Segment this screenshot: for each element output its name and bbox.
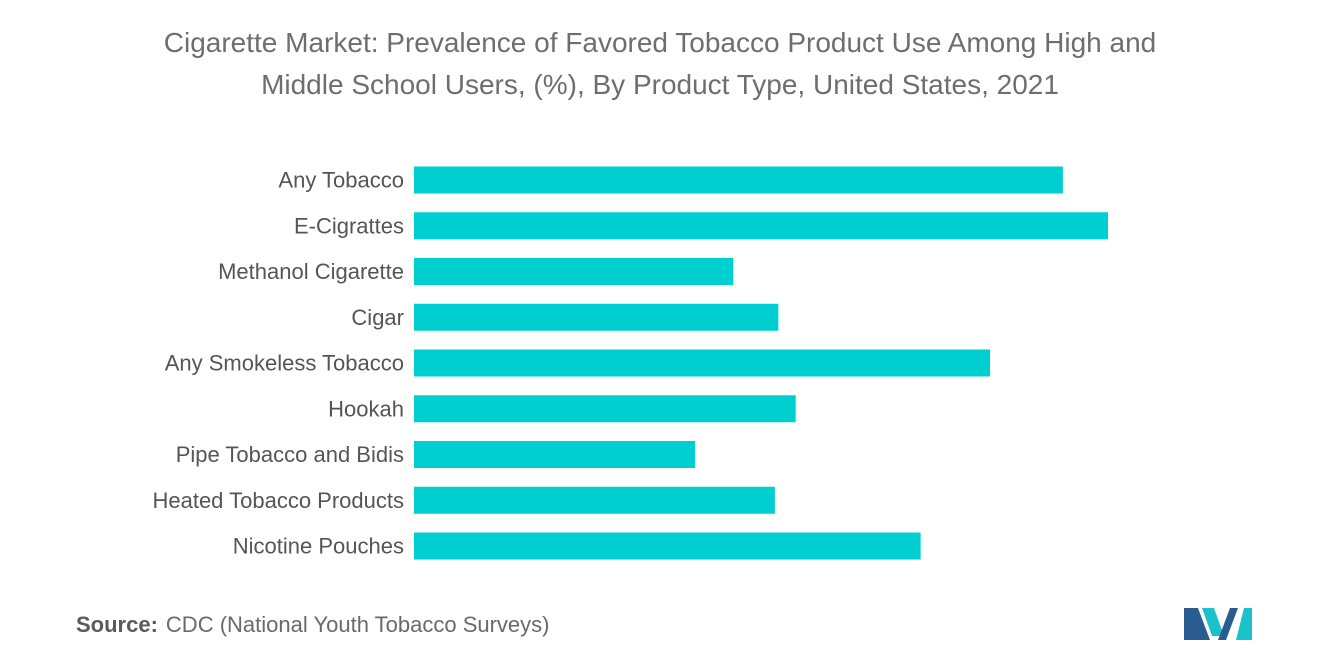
bar bbox=[414, 258, 734, 285]
bar bbox=[414, 441, 696, 468]
bar bbox=[414, 532, 921, 560]
category-label: E-Cigrattes bbox=[294, 213, 404, 238]
chart-title-line-2: Middle School Users, (%), By Product Typ… bbox=[261, 69, 1059, 100]
bar bbox=[414, 303, 779, 331]
logo-shape-right bbox=[1236, 608, 1252, 640]
category-label: Hookah bbox=[328, 396, 404, 421]
chart-title: Cigarette Market: Prevalence of Favored … bbox=[60, 22, 1260, 106]
source-label: Source: bbox=[76, 612, 158, 637]
bar bbox=[414, 486, 775, 514]
category-label: Any Smokeless Tobacco bbox=[165, 351, 404, 376]
mordor-logo-icon bbox=[1184, 608, 1252, 640]
category-label: Pipe Tobacco and Bidis bbox=[176, 442, 404, 467]
category-label: Methanol Cigarette bbox=[218, 259, 404, 284]
logo-shape-left bbox=[1184, 608, 1210, 640]
logo-shape-mid-2 bbox=[1218, 608, 1238, 640]
category-labels: Any Tobacco E-Cigrattes Methanol Cigarette… bbox=[152, 168, 404, 559]
category-label: Cigar bbox=[351, 305, 404, 330]
category-label: Any Tobacco bbox=[278, 168, 404, 193]
bar bbox=[414, 349, 991, 377]
logo-shape-mid-1 bbox=[1202, 608, 1224, 636]
bars bbox=[414, 166, 1108, 560]
source-note: Source: CDC (National Youth Tobacco Surve… bbox=[76, 612, 550, 638]
source-text: CDC (National Youth Tobacco Surveys) bbox=[165, 612, 550, 637]
chart-title-line-1: Cigarette Market: Prevalence of Favored … bbox=[163, 27, 1157, 58]
category-label: Nicotine Pouches bbox=[233, 534, 404, 559]
bar bbox=[414, 166, 1063, 194]
category-label: Heated Tobacco Products bbox=[152, 488, 404, 513]
bar bbox=[414, 212, 1108, 240]
bar bbox=[414, 395, 796, 423]
